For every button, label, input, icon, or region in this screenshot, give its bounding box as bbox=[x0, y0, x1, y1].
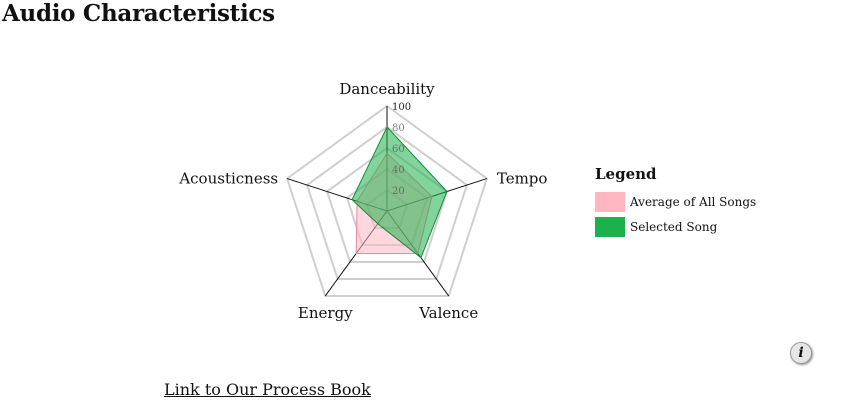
tick-label-60: 60 bbox=[392, 144, 405, 155]
radar-axis-labels: Danceability Tempo Valence Energy Acousticne… bbox=[178, 80, 547, 322]
grid-ring-80 bbox=[305, 125, 469, 280]
legend-title: Legend bbox=[595, 165, 657, 183]
axis-label-acousticness: Acousticness bbox=[178, 170, 278, 188]
tick-label-20: 20 bbox=[392, 186, 405, 197]
legend-label-average: Average of All Songs bbox=[630, 194, 757, 209]
legend-swatch-selected bbox=[595, 216, 625, 237]
legend-label-selected: Selected Song bbox=[630, 219, 718, 234]
axis-label-tempo: Tempo bbox=[497, 170, 548, 188]
tick-label-40: 40 bbox=[392, 165, 405, 176]
radar-series bbox=[351, 126, 448, 259]
page-title: Audio Characteristics bbox=[2, 0, 275, 27]
radar-tick-labels: 20 40 60 80 100 bbox=[392, 102, 411, 197]
process-book-link[interactable]: Link to Our Process Book bbox=[164, 380, 371, 399]
tick-label-100: 100 bbox=[392, 102, 411, 113]
series-selected bbox=[351, 126, 448, 259]
legend-swatch-average bbox=[595, 191, 625, 212]
axis-label-energy: Energy bbox=[298, 304, 353, 322]
legend-item-average: Average of All Songs bbox=[595, 189, 756, 214]
legend: Legend Average of All Songs Selected Son… bbox=[595, 165, 756, 239]
legend-item-selected: Selected Song bbox=[595, 214, 756, 239]
axis-label-valence: Valence bbox=[418, 304, 478, 322]
grid-ring-100 bbox=[285, 104, 489, 297]
info-icon[interactable]: i bbox=[790, 342, 812, 364]
axis-label-danceability: Danceability bbox=[339, 80, 435, 98]
tick-label-80: 80 bbox=[392, 123, 405, 134]
